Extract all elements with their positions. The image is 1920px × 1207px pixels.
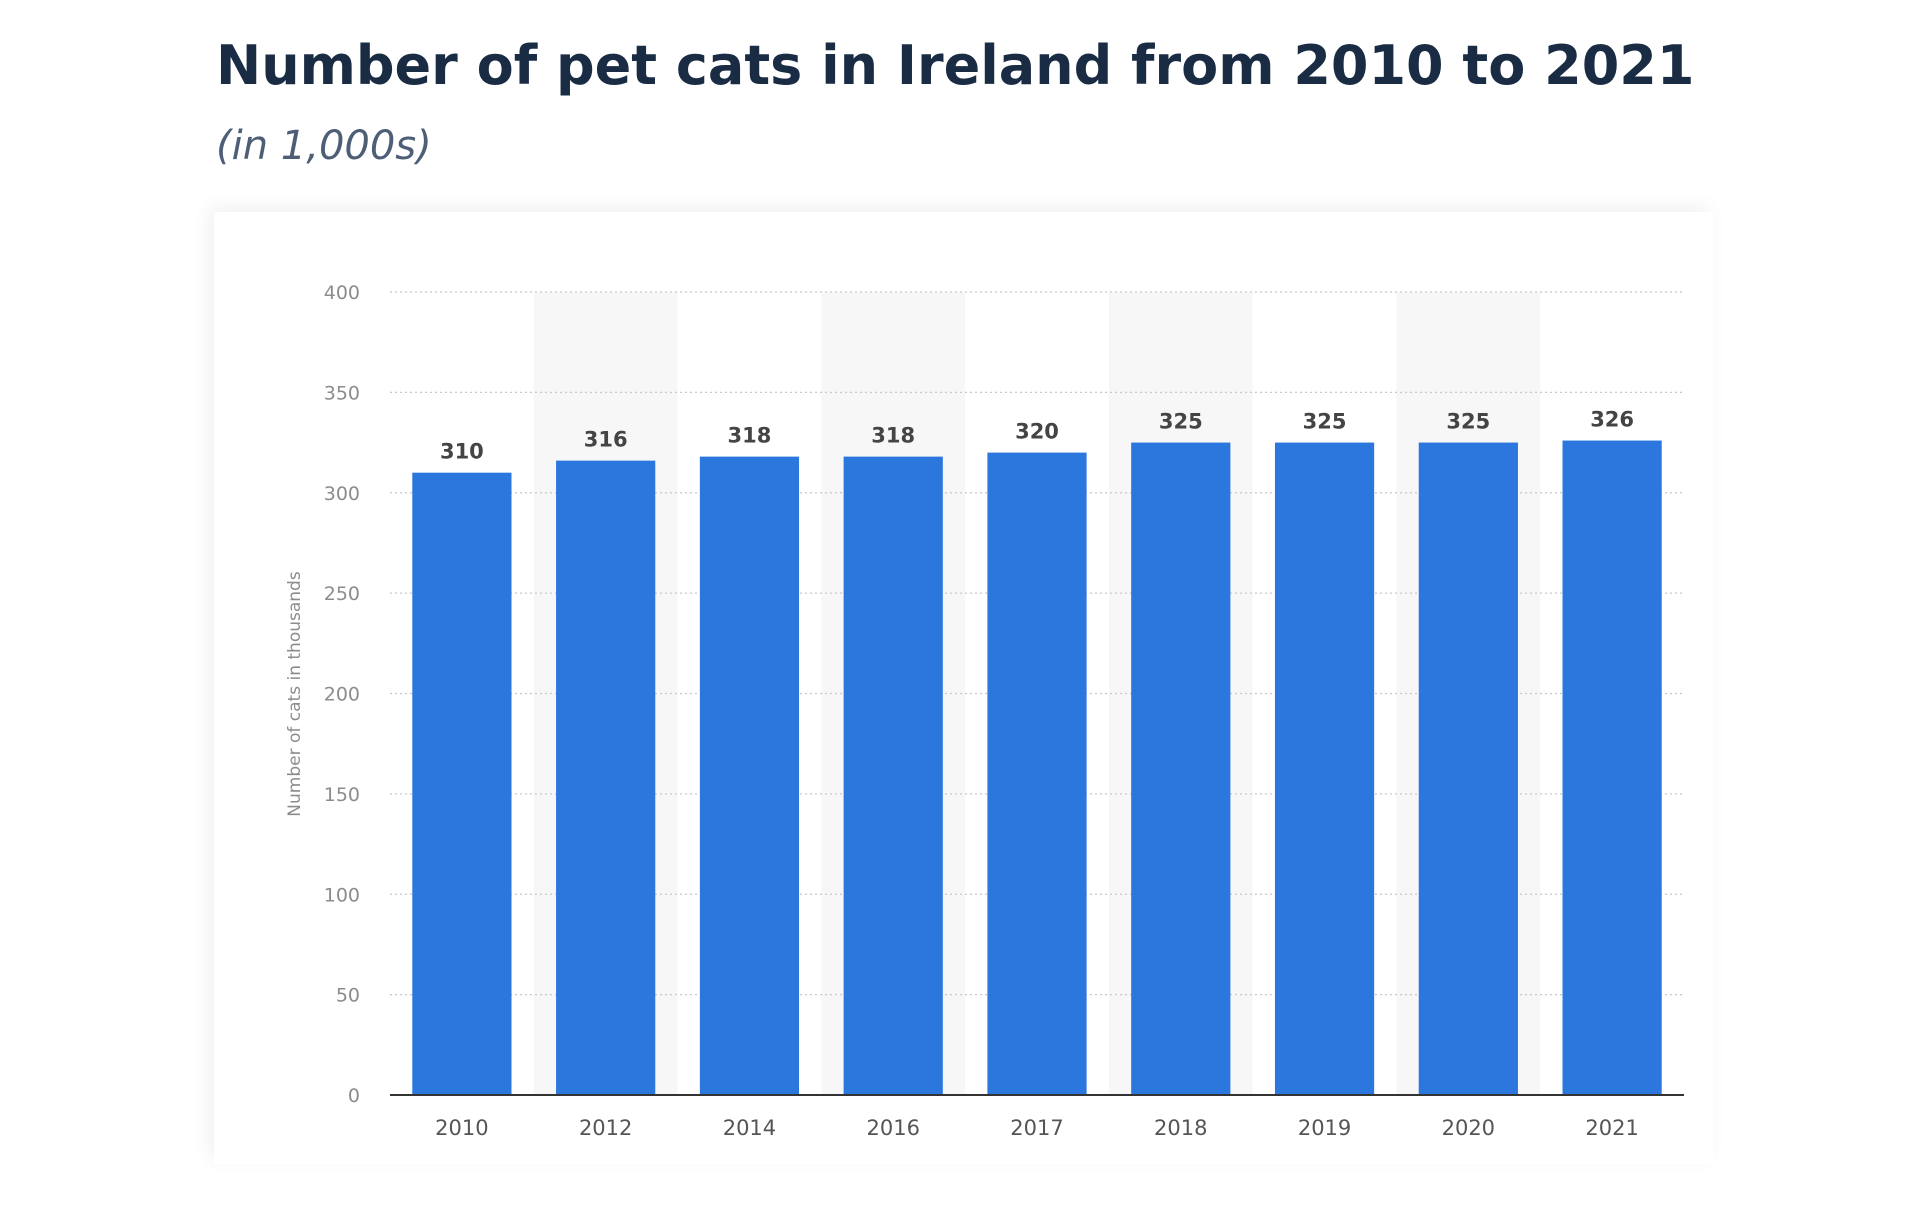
- data-label: 326: [1590, 408, 1634, 432]
- data-label: 325: [1159, 410, 1203, 434]
- bar: [412, 472, 512, 1095]
- x-tick-label: 2017: [1010, 1116, 1063, 1140]
- x-tick-label: 2021: [1585, 1116, 1638, 1140]
- bar: [1418, 442, 1518, 1095]
- bar: [1562, 440, 1662, 1095]
- bar: [987, 452, 1087, 1096]
- x-tick-label: 2010: [435, 1116, 488, 1140]
- data-label: 325: [1446, 410, 1490, 434]
- data-label: 318: [871, 424, 915, 448]
- y-tick-label: 0: [348, 1085, 360, 1107]
- data-label: 320: [1015, 420, 1059, 444]
- bar: [843, 456, 943, 1095]
- x-tick-label: 2012: [579, 1116, 632, 1140]
- y-tick-label: 50: [336, 985, 360, 1007]
- y-tick-label: 100: [324, 884, 360, 906]
- data-label: 310: [440, 440, 484, 464]
- data-label: 316: [584, 428, 628, 452]
- bar: [1131, 442, 1231, 1095]
- x-tick-label: 2016: [866, 1116, 919, 1140]
- y-tick-label: 150: [324, 784, 360, 806]
- y-tick-label: 300: [324, 483, 360, 505]
- bar-layer: [412, 440, 1662, 1096]
- chart-subtitle: (in 1,000s): [216, 123, 432, 169]
- data-label: 325: [1303, 410, 1347, 434]
- data-label-layer: 310 316 318 318 320 325 325 325 326: [440, 408, 1634, 464]
- y-tick-label: 200: [324, 684, 360, 706]
- x-tick-layer: 2010 2012 2014 2016 2017 2018 2019 2020 2021: [435, 1116, 1639, 1140]
- y-tick-label: 250: [324, 583, 360, 605]
- bar: [556, 460, 656, 1095]
- bar: [1274, 442, 1375, 1095]
- bar-chart: 0 50 100 150 200 250 300 350 400 Number of cats …: [285, 282, 1684, 1140]
- data-label: 318: [728, 424, 772, 448]
- y-axis-title: Number of cats in thousands: [285, 571, 305, 817]
- bar: [699, 456, 800, 1095]
- x-tick-label: 2019: [1298, 1116, 1351, 1140]
- chart-title: Number of pet cats in Ireland from 2010 …: [216, 34, 1695, 97]
- y-tick-layer: 0 50 100 150 200 250 300 350 400: [324, 282, 360, 1107]
- x-tick-label: 2014: [723, 1116, 776, 1140]
- x-tick-label: 2020: [1442, 1116, 1495, 1140]
- y-tick-label: 350: [324, 382, 360, 404]
- x-tick-label: 2018: [1154, 1116, 1207, 1140]
- chart-card: 0 50 100 150 200 250 300 350 400 Number of cats …: [214, 212, 1714, 1164]
- y-tick-label: 400: [324, 282, 360, 304]
